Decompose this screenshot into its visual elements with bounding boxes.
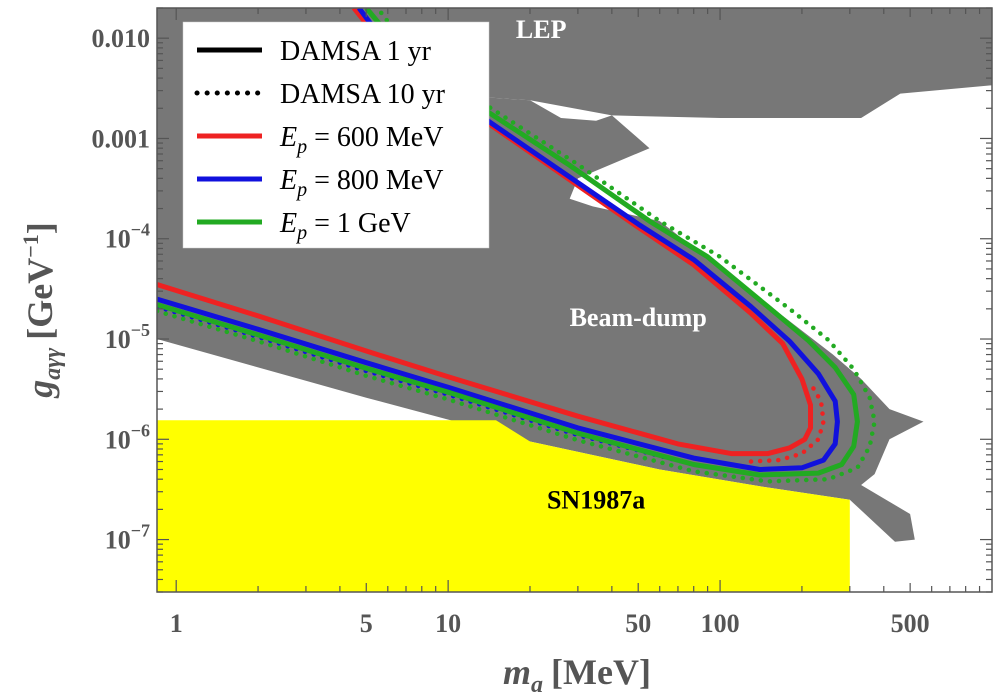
- x-tick-label-50: 50: [625, 609, 651, 638]
- region-sn1987a: [157, 420, 850, 592]
- region-lep: [353, 8, 992, 118]
- sensitivity-curves: [157, 8, 877, 484]
- series-line-e-p-600-mev-damsa-10-yr: [748, 381, 826, 464]
- x-tick-label-5: 5: [360, 609, 373, 638]
- x-tick-label-500: 500: [891, 609, 930, 638]
- y-tick-label: 10−5: [105, 320, 150, 354]
- y-tick-label: 0.001: [92, 125, 151, 154]
- series-line-e-p-1-gev-damsa-10-yr: [157, 8, 877, 484]
- region-label-sn1987a: SN1987a: [547, 485, 645, 514]
- y-tick-label: 0.010: [92, 24, 151, 53]
- region-labels: LEP Beam-dump SN1987a: [516, 15, 707, 514]
- y-axis-title: gaγγ[GeV−1]: [18, 222, 66, 398]
- series-line-e-p-1-gev-damsa-1-yr: [157, 8, 860, 478]
- x-tick-label-10: 10: [435, 609, 461, 638]
- region-label-lep: LEP: [516, 15, 567, 44]
- series-line-e-p-800-mev-damsa-1-yr: [157, 8, 840, 472]
- legend: DAMSA 1 yr DAMSA 10 yr Ep = 600 MeV Ep = 80…: [182, 21, 490, 249]
- legend-label-3: Ep = 600 MeV: [279, 122, 443, 158]
- svg-text:gaγγ[GeV−1]: gaγγ[GeV−1]: [18, 222, 66, 398]
- y-tick-label: 10−7: [105, 521, 150, 555]
- legend-label-5: Ep = 1 GeV: [279, 208, 411, 244]
- x-tick-label-1: 1: [170, 609, 183, 638]
- region-label-beam-dump: Beam-dump: [570, 303, 707, 332]
- tick-labels: 1 5 10 50 100 500 10−7 10−6 10−5 10−4 0.001 0.010: [92, 24, 930, 638]
- x-tick-label-100: 100: [701, 609, 740, 638]
- y-tick-label: 10−4: [105, 220, 150, 254]
- y-tick-label: 10−6: [105, 420, 150, 454]
- x-axis-title: ma [MeV]: [503, 652, 651, 698]
- axis-ticks: [157, 7, 992, 593]
- legend-label-1: DAMSA 1 yr: [280, 36, 432, 67]
- legend-label-2: DAMSA 10 yr: [280, 79, 446, 110]
- plot-frame: [156, 7, 993, 593]
- legend-label-4: Ep = 800 MeV: [279, 165, 443, 201]
